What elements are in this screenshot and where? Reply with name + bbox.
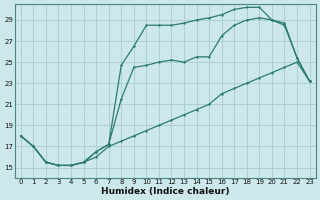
X-axis label: Humidex (Indice chaleur): Humidex (Indice chaleur) [101, 187, 229, 196]
